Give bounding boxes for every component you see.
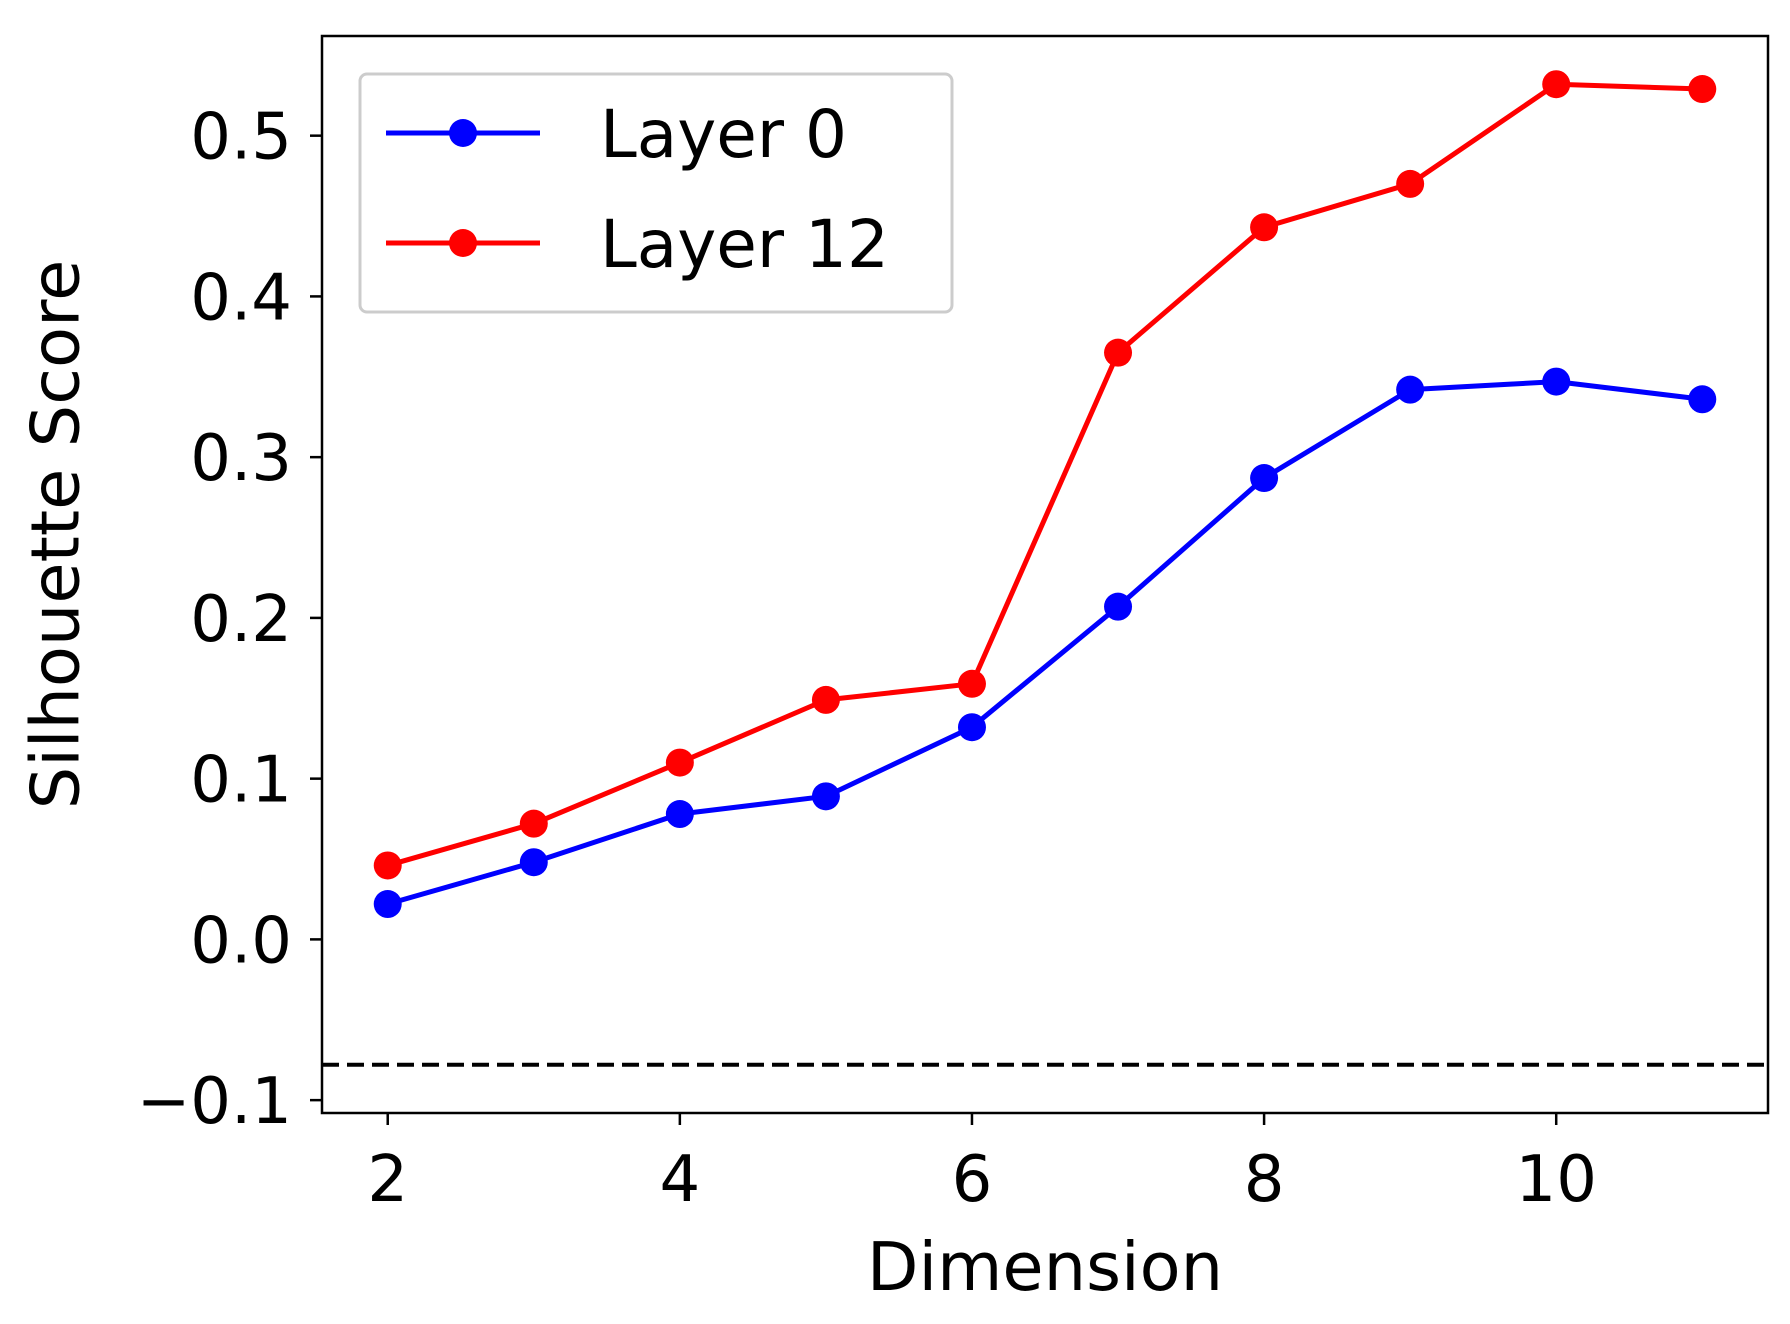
data-point xyxy=(665,748,694,777)
legend-label: Layer 0 xyxy=(600,96,847,173)
y-tick-label: 0.1 xyxy=(190,744,292,818)
y-tick-label: 0.5 xyxy=(190,101,292,175)
plot-frame xyxy=(320,34,1770,1115)
data-point xyxy=(665,800,694,829)
series-line xyxy=(385,81,1705,868)
data-point xyxy=(1542,70,1571,99)
legend: Layer 0 Layer 12 xyxy=(358,72,954,314)
x-tick-label: 8 xyxy=(1244,1143,1285,1217)
y-tick-label: 0.0 xyxy=(190,904,292,978)
legend-entry: Layer 0 xyxy=(386,96,847,173)
y-axis-label: Silhouette Score xyxy=(17,260,95,810)
data-point xyxy=(1542,367,1571,396)
y-tick-label: 0.2 xyxy=(190,583,292,657)
legend-entry: Layer 12 xyxy=(386,206,889,283)
plot-area-group xyxy=(322,70,1768,1067)
y-tick-label: 0.4 xyxy=(190,261,292,335)
data-point xyxy=(373,851,402,880)
legend-entries: Layer 0 Layer 12 xyxy=(386,96,889,283)
data-point xyxy=(1396,169,1425,198)
x-tick-label: 4 xyxy=(659,1143,700,1217)
series-layer-12 xyxy=(373,70,1717,880)
data-point xyxy=(1104,592,1133,621)
series-line xyxy=(385,379,1705,907)
data-point xyxy=(1396,375,1425,404)
x-tick-label: 6 xyxy=(952,1143,993,1217)
y-tick-label: −0.1 xyxy=(137,1065,292,1139)
ticks-layer: 2 4 6 8 10 −0.1 0.0 0.1 0.2 0.3 0.4 0.5 xyxy=(137,101,1597,1217)
data-point xyxy=(1688,75,1717,104)
data-point xyxy=(1688,385,1717,414)
series-layer xyxy=(373,70,1717,919)
data-point xyxy=(1250,213,1279,242)
legend-label: Layer 12 xyxy=(600,206,889,283)
series-layer-0 xyxy=(373,367,1717,919)
legend-marker xyxy=(449,229,477,257)
data-point xyxy=(811,685,840,714)
legend-marker xyxy=(449,119,477,147)
data-point xyxy=(519,809,548,838)
data-point xyxy=(1104,338,1133,367)
data-point xyxy=(957,713,986,742)
data-point xyxy=(957,669,986,698)
data-point xyxy=(811,782,840,811)
x-tick-label: 2 xyxy=(367,1143,408,1217)
x-tick-label: 10 xyxy=(1515,1143,1596,1217)
data-point xyxy=(1250,464,1279,493)
y-tick-label: 0.3 xyxy=(190,422,292,496)
x-axis-label: Dimension xyxy=(867,1228,1223,1306)
data-point xyxy=(373,890,402,919)
data-point xyxy=(519,848,548,877)
